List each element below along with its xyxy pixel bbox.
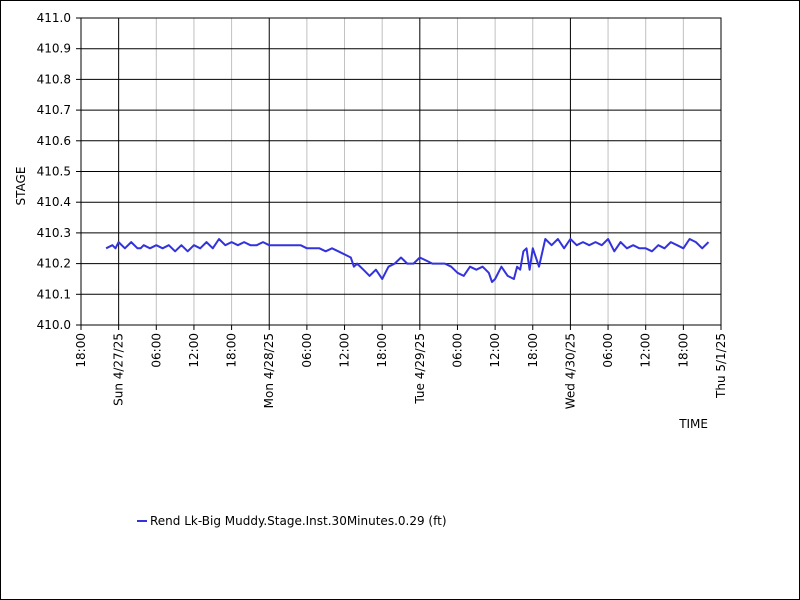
y-tick-label: 411.0 (37, 11, 71, 25)
axes (76, 17, 722, 330)
y-tick-label: 410.3 (37, 226, 71, 240)
x-tick-label: 12:00 (187, 333, 201, 368)
y-axis-label: STAGE (14, 167, 28, 206)
grid-lines (81, 17, 721, 326)
y-tick-label: 410.2 (37, 257, 71, 271)
y-tick-label: 410.5 (37, 165, 71, 179)
x-tick-label: 06:00 (601, 333, 615, 368)
y-tick-label: 410.0 (37, 318, 71, 332)
x-tick-label: 12:00 (338, 333, 352, 368)
x-tick-label: Sun 4/27/25 (112, 333, 126, 406)
x-tick-label: 12:00 (488, 333, 502, 368)
y-tick-label: 410.4 (37, 195, 71, 209)
y-tick-label: 410.7 (37, 103, 71, 117)
x-tick-label: 06:00 (149, 333, 163, 368)
x-tick-label: Thu 5/1/25 (714, 333, 728, 399)
x-tick-label: 18:00 (526, 333, 540, 368)
x-tick-label: 18:00 (225, 333, 239, 368)
x-tick-labels: 18:00 Sun 4/27/25 06:00 12:00 18:00 Mon 4/28/… (74, 333, 728, 409)
y-tick-label: 410.9 (37, 42, 71, 56)
y-tick-label: 410.1 (37, 287, 71, 301)
x-tick-label: 12:00 (639, 333, 653, 368)
x-tick-label: 18:00 (74, 333, 88, 368)
legend-series-label: Rend Lk-Big Muddy.Stage.Inst.30Minutes.0… (150, 514, 447, 528)
y-tick-label: 410.6 (37, 134, 71, 148)
x-tick-label: Wed 4/30/25 (563, 333, 577, 409)
x-tick-label: Tue 4/29/25 (413, 333, 427, 405)
legend-swatch (137, 520, 147, 522)
series-lines (105, 238, 710, 283)
y-tick-label: 410.8 (37, 72, 71, 86)
x-tick-label: 06:00 (450, 333, 464, 368)
x-axis-label: TIME (678, 417, 708, 431)
series-line (105, 238, 710, 283)
x-tick-label: 18:00 (676, 333, 690, 368)
x-tick-label: 18:00 (375, 333, 389, 368)
x-tick-label: Mon 4/28/25 (262, 333, 276, 408)
y-tick-labels: 410.0 410.1 410.2 410.3 410.4 410.5 410.6 410.7… (37, 11, 71, 332)
legend: Rend Lk-Big Muddy.Stage.Inst.30Minutes.0… (137, 514, 447, 528)
x-tick-label: 06:00 (300, 333, 314, 368)
